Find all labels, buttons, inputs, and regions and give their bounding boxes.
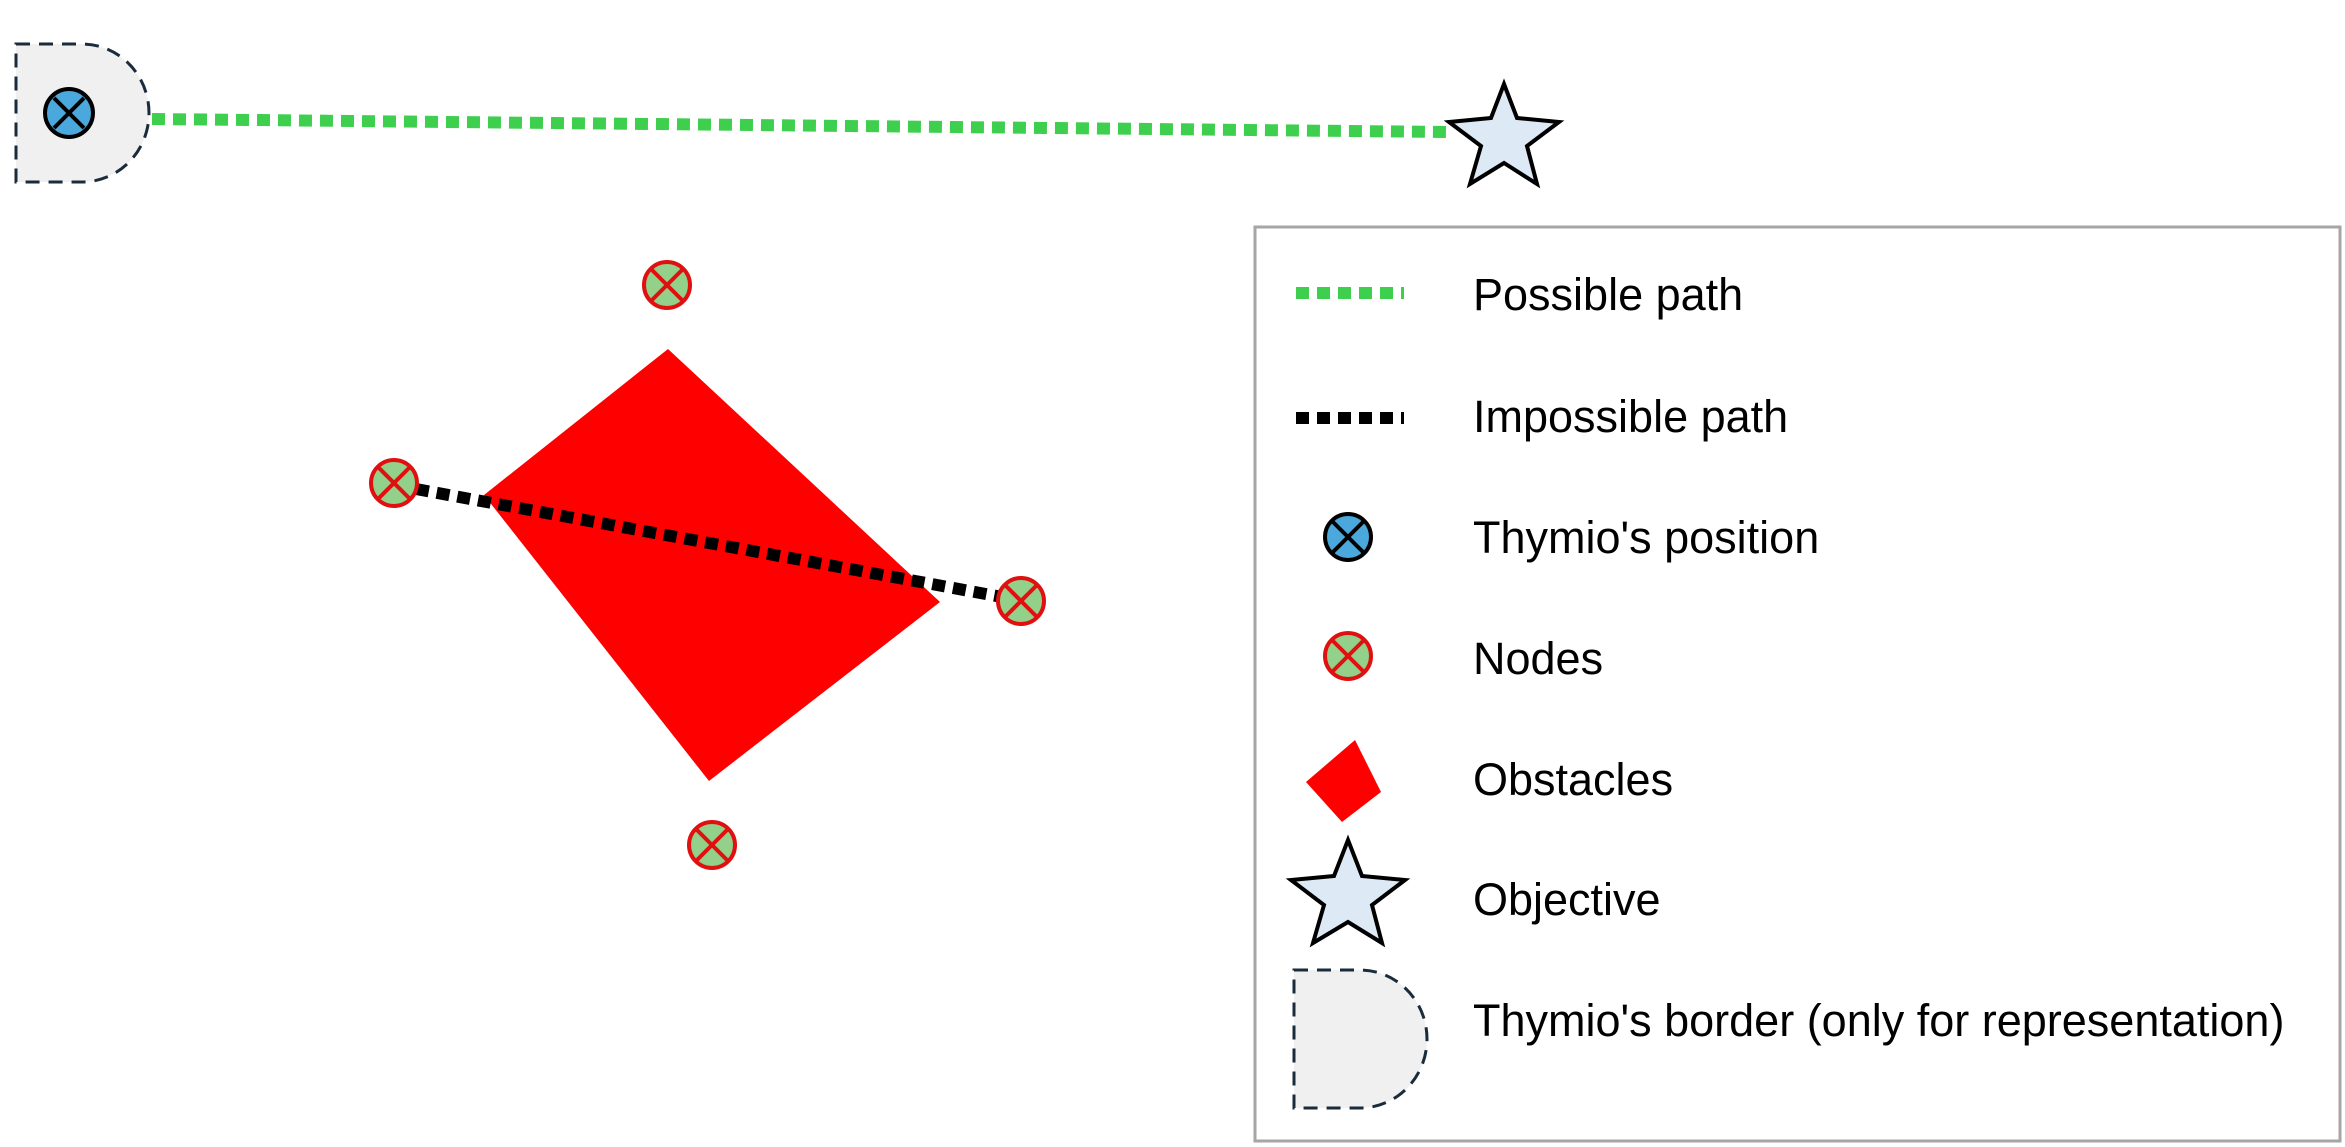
legend-frame xyxy=(1253,225,2342,1143)
green-cross-circle-icon xyxy=(1323,631,1373,681)
legend-label-possible-path: Possible path xyxy=(1473,269,1743,320)
star-icon xyxy=(1285,834,1411,948)
red-polygon-icon xyxy=(1306,740,1381,822)
node xyxy=(687,820,737,870)
legend: Possible path Impossible path Thymio's p… xyxy=(1253,225,2342,1143)
objective-star xyxy=(1443,78,1565,189)
d-shape-dashed-icon xyxy=(1292,968,1429,1110)
obstacle xyxy=(484,349,940,781)
legend-label-thymio-border: Thymio's border (only for representation… xyxy=(1473,995,2284,1046)
possible-path xyxy=(151,113,1451,138)
impossible-path xyxy=(414,483,1004,603)
legend-label-obstacles: Obstacles xyxy=(1473,754,1673,805)
legend-label-nodes: Nodes xyxy=(1473,633,1603,684)
node xyxy=(642,260,692,310)
legend-label-impossible-path: Impossible path xyxy=(1473,391,1788,442)
thymio-position xyxy=(43,87,95,139)
legend-label-objective: Objective xyxy=(1473,874,1661,925)
legend-label-thymio-position: Thymio's position xyxy=(1473,512,1819,563)
node xyxy=(996,576,1046,626)
node xyxy=(369,458,419,508)
blue-cross-circle-icon xyxy=(1323,512,1373,562)
